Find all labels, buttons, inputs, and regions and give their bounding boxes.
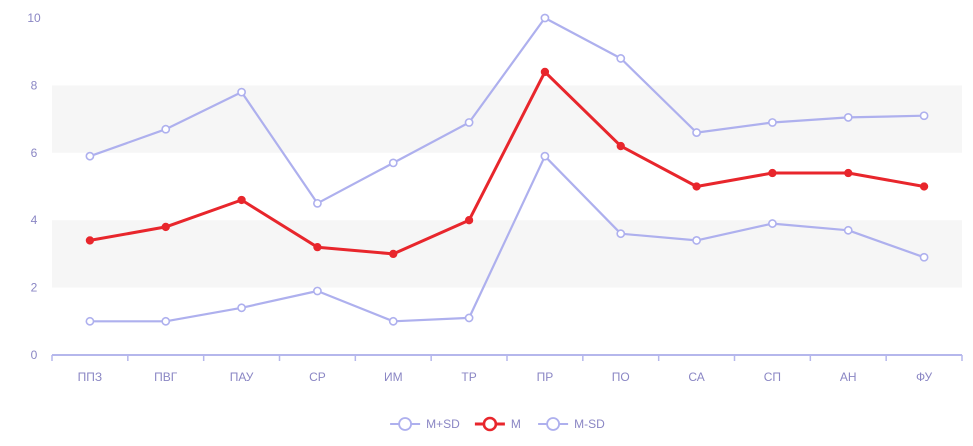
- data-point: [85, 236, 95, 245]
- data-point: [237, 195, 246, 205]
- x-tick-label: ФУ: [916, 370, 933, 384]
- x-tick-label: ПАУ: [230, 370, 254, 384]
- x-tick-label: ПО: [612, 370, 630, 384]
- x-tick-label: ППЗ: [78, 370, 103, 384]
- data-point: [692, 128, 701, 137]
- data-point: [768, 219, 777, 228]
- data-point: [85, 316, 95, 326]
- y-tick-label: 0: [31, 348, 38, 362]
- grid-band: [52, 220, 962, 288]
- series-line: [88, 70, 926, 256]
- data-point: [843, 113, 853, 122]
- data-point: [85, 151, 95, 161]
- data-point: [313, 198, 322, 208]
- data-point: [313, 243, 322, 252]
- data-point: [919, 111, 929, 121]
- data-point: [616, 229, 626, 239]
- x-tick-label: СА: [688, 370, 704, 384]
- y-tick-label: 6: [31, 146, 38, 160]
- data-point: [237, 303, 246, 313]
- data-point: [389, 249, 398, 259]
- legend-label: M: [511, 417, 521, 431]
- legend: M+SD M M-SD: [390, 416, 605, 432]
- data-point: [464, 118, 474, 127]
- y-tick-label: 8: [31, 78, 38, 92]
- x-axis: [51, 354, 963, 361]
- series-line: [88, 16, 926, 205]
- legend-item: M+SD: [390, 417, 460, 431]
- x-tick-label: ИМ: [384, 370, 403, 384]
- data-point: [919, 182, 929, 191]
- legend-item: M-SD: [538, 417, 605, 431]
- y-tick-label: 2: [31, 281, 38, 295]
- data-point: [464, 313, 474, 323]
- x-tick-label: СП: [764, 370, 781, 384]
- data-point: [388, 158, 398, 168]
- data-point: [237, 87, 246, 97]
- x-tick-label: ПВГ: [154, 370, 178, 384]
- series-m: [85, 67, 929, 259]
- data-point: [540, 13, 550, 23]
- data-point: [616, 141, 625, 151]
- y-axis-tick-labels: 0 2 4 6 8 10: [27, 11, 41, 362]
- data-point: [616, 54, 626, 63]
- x-tick-label: ТР: [461, 370, 476, 384]
- data-point: [313, 286, 322, 296]
- data-point: [161, 124, 171, 134]
- series-line: [88, 155, 926, 323]
- data-point: [464, 216, 474, 225]
- data-point: [388, 316, 398, 326]
- data-point: [844, 168, 853, 178]
- data-point: [919, 252, 929, 262]
- data-point: [540, 67, 550, 77]
- data-point: [692, 236, 701, 245]
- y-tick-label: 10: [27, 11, 41, 25]
- data-point: [692, 182, 701, 191]
- series-m-sd: [85, 13, 929, 208]
- x-axis-tick-labels: ППЗ ПВГ ПАУ СР ИМ ТР ПР ПО СА СП АН ФУ: [78, 370, 933, 384]
- x-tick-label: ПР: [537, 370, 554, 384]
- data-point: [768, 118, 777, 127]
- legend-label: M-SD: [574, 417, 605, 431]
- data-point: [768, 168, 777, 178]
- data-point: [843, 225, 853, 235]
- series-m-sd: [85, 151, 929, 326]
- legend-swatch-marker: [482, 416, 498, 432]
- legend-swatch-marker: [546, 417, 560, 431]
- data-point: [161, 316, 171, 326]
- legend-item: M: [474, 416, 521, 432]
- x-tick-label: СР: [309, 370, 326, 384]
- x-tick-label: АН: [840, 370, 857, 384]
- legend-label: M+SD: [426, 417, 460, 431]
- data-point: [161, 222, 170, 232]
- y-tick-label: 4: [31, 213, 38, 227]
- grid-bands: [52, 85, 962, 288]
- legend-swatch-marker: [398, 417, 413, 431]
- series-group: [85, 13, 929, 326]
- data-point: [540, 151, 550, 161]
